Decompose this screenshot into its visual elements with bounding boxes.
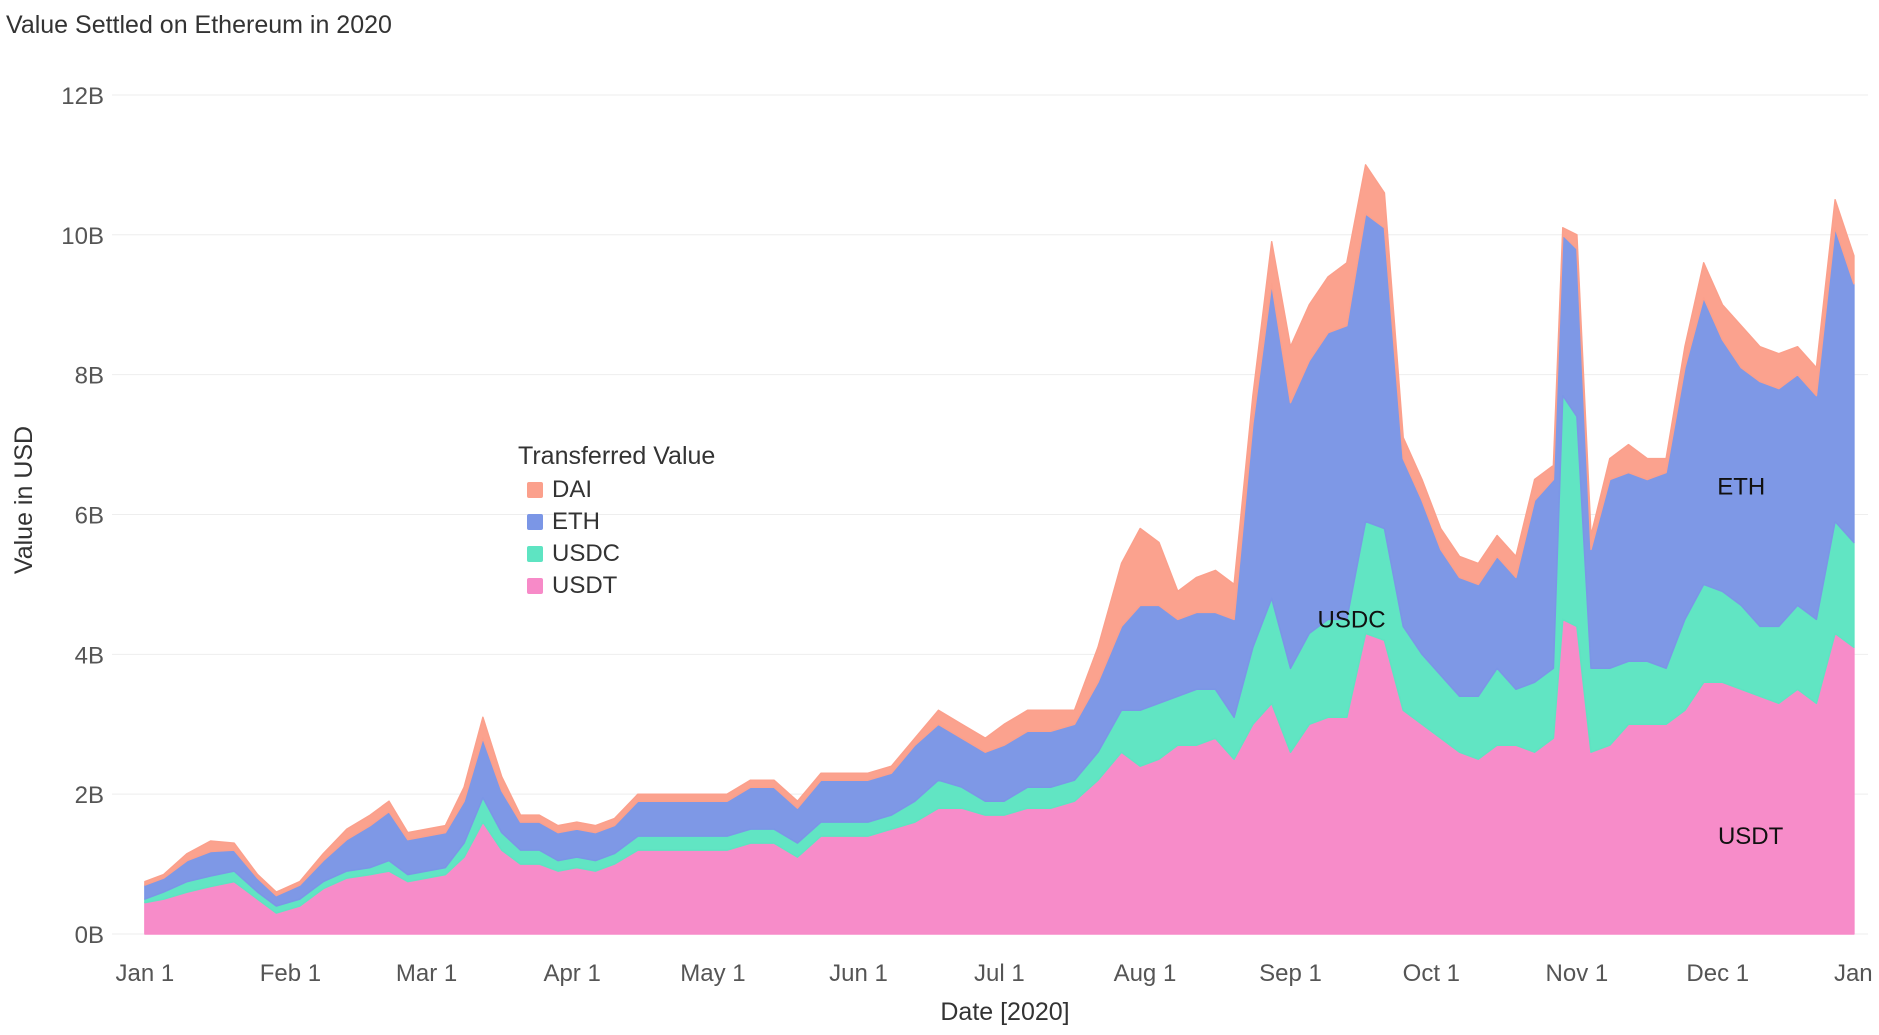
chart-title: Value Settled on Ethereum in 2020	[6, 11, 392, 39]
area-dai	[144, 164, 1855, 897]
annotation-usdt: USDT	[1718, 823, 1784, 850]
y-tick-label: 10B	[61, 223, 104, 250]
x-tick-label: Jan 1	[1834, 960, 1879, 987]
legend-swatch-usdt	[527, 578, 543, 594]
y-tick-label: 0B	[75, 922, 104, 949]
x-tick-label: Jun 1	[829, 960, 888, 987]
x-axis-title: Date [2020]	[940, 998, 1069, 1026]
legend-title: Transferred Value	[518, 442, 715, 470]
y-tick-label: 2B	[75, 782, 104, 809]
legend-label-usdt: USDT	[552, 572, 618, 599]
y-tick-label: 8B	[75, 363, 104, 390]
x-tick-label: May 1	[680, 960, 745, 987]
legend-label-dai: DAI	[552, 476, 592, 503]
x-tick-label: Jan 1	[116, 960, 175, 987]
x-axis-ticks: Jan 1 Feb 1 Mar 1 Apr 1 May 1 Jun 1 Jul 1 Aug 1…	[116, 960, 1879, 987]
legend-swatch-usdc	[527, 546, 543, 562]
x-tick-label: Oct 1	[1403, 960, 1460, 987]
x-tick-label: Aug 1	[1114, 960, 1177, 987]
series-annotations: USDC ETH USDT	[1318, 474, 1784, 851]
stacked-areas	[144, 164, 1855, 935]
x-tick-label: Apr 1	[543, 960, 600, 987]
x-tick-label: Nov 1	[1546, 960, 1609, 987]
y-tick-label: 6B	[75, 502, 104, 529]
x-tick-label: Jul 1	[974, 960, 1025, 987]
y-tick-label: 12B	[61, 83, 104, 110]
legend-swatch-dai	[527, 482, 543, 498]
legend-swatch-eth	[527, 514, 543, 530]
x-tick-label: Dec 1	[1686, 960, 1749, 987]
y-axis-title: Value in USD	[10, 426, 38, 574]
y-axis-ticks: 0B 2B 4B 6B 8B 10B 12B	[61, 83, 104, 949]
x-tick-label: Feb 1	[260, 960, 321, 987]
annotation-usdc: USDC	[1318, 606, 1386, 633]
x-tick-label: Sep 1	[1259, 960, 1322, 987]
y-tick-label: 4B	[75, 642, 104, 669]
annotation-eth: ETH	[1717, 474, 1765, 501]
x-tick-label: Mar 1	[396, 960, 457, 987]
legend-label-eth: ETH	[552, 508, 600, 535]
legend: Transferred Value DAI ETH USDC USDT	[518, 442, 715, 599]
gridlines	[112, 94, 1868, 935]
legend-label-usdc: USDC	[552, 540, 620, 567]
